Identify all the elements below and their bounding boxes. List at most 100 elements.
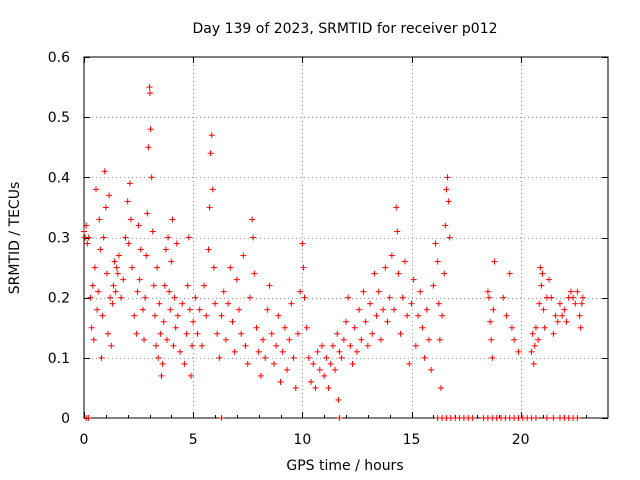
data-point: [445, 198, 452, 205]
data-point: [143, 252, 150, 259]
data-point: [146, 90, 153, 97]
data-point: [284, 366, 291, 373]
data-point: [127, 216, 134, 223]
data-point: [382, 264, 389, 271]
data-point: [364, 342, 371, 349]
data-point: [511, 336, 518, 343]
data-point: [332, 366, 339, 373]
x-axis-label: GPS time / hours: [286, 458, 403, 474]
data-point: [205, 246, 212, 253]
data-point: [206, 204, 213, 211]
data-point: [423, 306, 430, 313]
data-point: [358, 336, 365, 343]
data-point: [173, 240, 180, 247]
data-point: [486, 294, 493, 301]
data-point: [290, 354, 297, 361]
data-point: [212, 300, 218, 307]
x-axis: 0 5 10 15 20: [80, 57, 587, 448]
data-point: [210, 264, 217, 271]
data-point: [561, 306, 568, 313]
data-point: [161, 282, 168, 289]
data-point: [124, 198, 131, 205]
data-point: [559, 312, 566, 319]
data-point: [371, 270, 378, 277]
data-point: [97, 246, 104, 253]
data-point: [541, 324, 548, 331]
data-point: [428, 366, 435, 373]
data-point: [377, 336, 384, 343]
data-point: [567, 288, 574, 295]
data-point: [270, 360, 277, 367]
data-point: [189, 342, 196, 349]
data-point: [503, 312, 510, 319]
data-point: [299, 240, 306, 247]
data-point: [163, 336, 170, 343]
chart-title: Day 139 of 2023, SRMTID for receiver p01…: [192, 21, 497, 37]
data-point: [168, 258, 175, 265]
data-point: [415, 312, 422, 319]
data-point: [394, 228, 401, 235]
data-point: [151, 312, 158, 319]
data-point: [126, 180, 133, 187]
data-point: [490, 306, 497, 313]
data-point: [144, 210, 151, 217]
data-point: [122, 234, 129, 241]
data-point: [134, 288, 141, 295]
data-point: [249, 216, 256, 223]
data-point: [109, 300, 116, 307]
data-point: [395, 270, 402, 277]
data-point: [308, 378, 315, 385]
data-point: [384, 318, 391, 325]
data-point: [166, 288, 173, 295]
data-point: [125, 240, 132, 247]
data-point: [141, 336, 148, 343]
data-point: [546, 276, 553, 283]
data-point: [88, 324, 95, 331]
data-point: [435, 300, 442, 307]
data-point: [266, 282, 273, 289]
data-point: [540, 306, 547, 313]
data-point: [192, 294, 199, 301]
data-point: [218, 415, 225, 421]
data-point: [264, 306, 271, 313]
data-point: [154, 264, 161, 271]
data-point: [292, 384, 299, 391]
data-point: [380, 306, 387, 313]
data-point: [181, 360, 188, 367]
data-point: [297, 288, 304, 295]
y-tick-label: 0.4: [48, 170, 70, 186]
data-point: [114, 270, 121, 277]
data-point: [253, 324, 260, 331]
data-point: [83, 222, 90, 229]
data-point: [169, 216, 176, 223]
data-point: [187, 372, 194, 379]
x-tick-label: 15: [403, 432, 421, 448]
data-point: [190, 318, 197, 325]
data-point: [375, 288, 382, 295]
data-point: [246, 294, 253, 301]
data-point: [177, 348, 184, 355]
data-point: [183, 330, 190, 337]
data-point: [244, 360, 251, 367]
data-point: [149, 228, 156, 235]
data-point: [388, 252, 395, 259]
data-point: [369, 330, 376, 337]
data-point: [172, 324, 179, 331]
data-point: [437, 384, 444, 391]
data-point: [536, 300, 543, 307]
data-point: [99, 312, 106, 319]
data-point: [170, 342, 177, 349]
data-point: [100, 234, 107, 241]
y-tick-label: 0.1: [48, 351, 70, 367]
data-point: [537, 264, 544, 271]
data-point: [231, 348, 238, 355]
data-point: [250, 234, 257, 241]
data-point: [111, 258, 118, 265]
data-point: [373, 312, 380, 319]
data-point: [137, 246, 144, 253]
data-point: [539, 270, 546, 277]
data-point: [147, 126, 154, 133]
data-point: [515, 348, 522, 355]
data-point: [578, 300, 585, 307]
